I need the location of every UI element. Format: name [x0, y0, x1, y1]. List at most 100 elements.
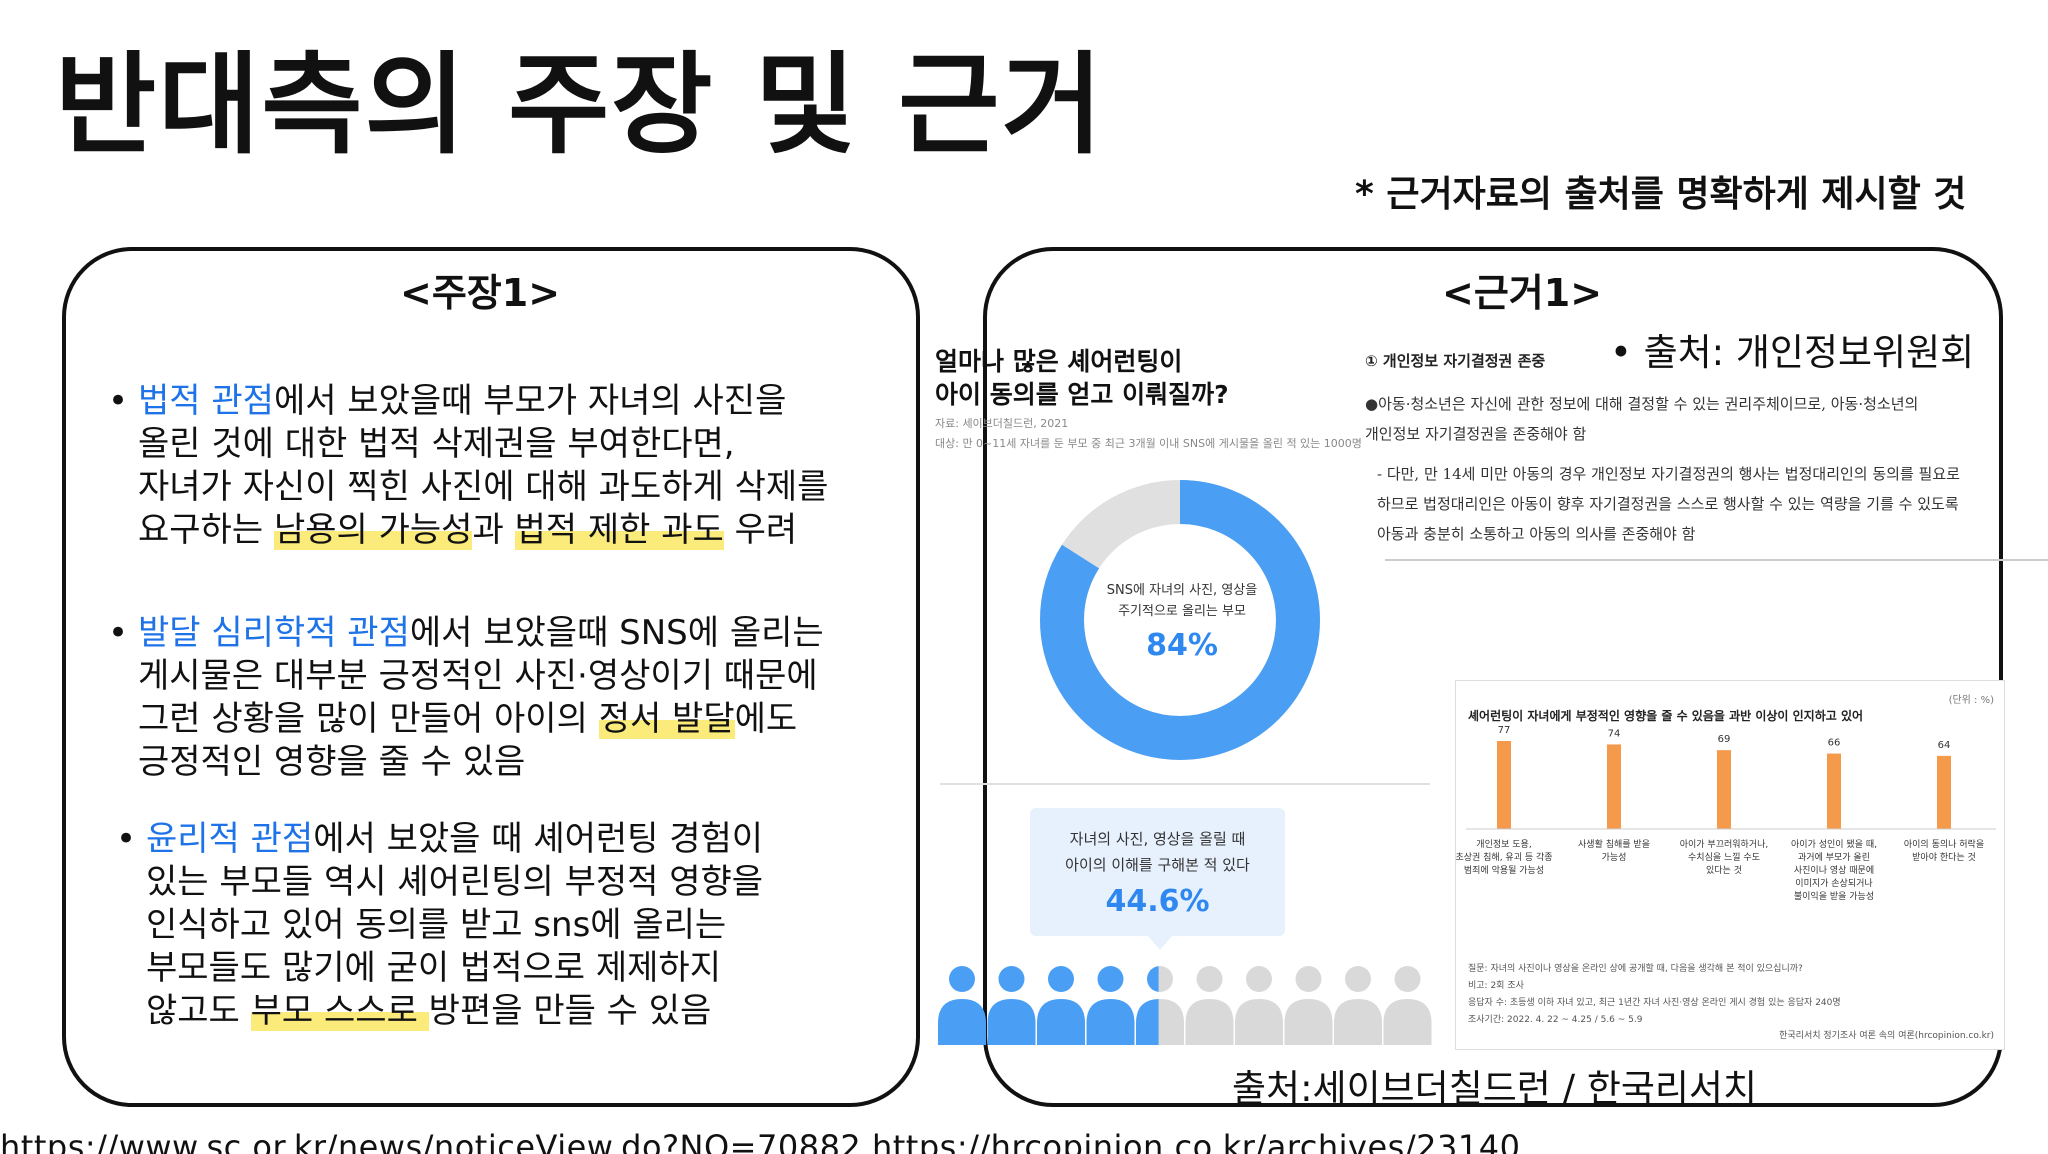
person-head-icon: [1394, 966, 1421, 992]
bubble-label: 자녀의 사진, 영상을 올릴 때 아이의 이해를 구해본 적 있다: [1065, 830, 1250, 874]
chart-bar: [1607, 744, 1621, 829]
person-body-icon: [1158, 999, 1184, 1045]
bar-value-label: 77: [1498, 725, 1511, 736]
person-body-icon: [1136, 999, 1159, 1045]
claim-segment: 에도: [734, 699, 798, 739]
donut-label: SNS에 자녀의 사진, 영상을 주기적으로 올리는 부모: [1106, 583, 1258, 619]
claim-line: 있는 부모들 역시 셰어린팅의 부정적 영향을: [146, 861, 763, 904]
claim-line: 요구하는 남용의 가능성과 법적 제한 과도 우려: [138, 509, 828, 552]
claim-panel-title: <주장1>: [400, 271, 561, 315]
chart-bar: [1937, 755, 1951, 829]
claim-highlight: 부모 스스로: [250, 991, 429, 1031]
claim-highlight: 정서 발달: [598, 699, 735, 739]
evidence-panel-title: <근거1>: [1442, 271, 1603, 315]
claim-segment: 않고도: [146, 991, 251, 1031]
claim-segment: 게시물은 대부분 긍정적인 사진·영상이기 때문에: [138, 656, 818, 696]
person-head-icon: [1295, 966, 1322, 992]
donut-chart: [1040, 480, 1320, 760]
chart-bar: [1827, 753, 1841, 829]
bar-value-label: 69: [1718, 734, 1731, 745]
claim-line: 그런 상황을 많이 만들어 아이의 정서 발달에도: [138, 698, 824, 741]
doc-line: - 다만, 만 14세 미만 아동의 경우 개인정보 자기결정권의 행사는 법정…: [1377, 465, 1960, 483]
claim-perspective: 법적 관점: [138, 381, 274, 421]
person-head-icon: [949, 966, 975, 992]
speech-bubble: 자녀의 사진, 영상을 올릴 때 아이의 이해를 구해본 적 있다 44.6%: [1030, 808, 1285, 950]
bubble-value: 44.6%: [1105, 884, 1210, 919]
donut-value-arc: [1040, 480, 1320, 760]
bar-value-label: 66: [1828, 738, 1841, 749]
donut-center: SNS에 자녀의 사진, 영상을 주기적으로 올리는 부모 84%: [1082, 580, 1282, 663]
person-body-icon: [1334, 999, 1382, 1045]
category-label: 아이의 동의나 허락을 받아야 한다는 것: [1904, 838, 1984, 863]
claim-segment: 올린 것에 대한 법적 삭제권을 부여한다면,: [138, 424, 735, 464]
person-head-icon: [1147, 966, 1159, 992]
source-label: • 출처: 개인정보위원회: [1610, 331, 1975, 374]
person-body-icon: [1383, 999, 1432, 1045]
claim-segment: 요구하는: [138, 510, 274, 550]
person-head-icon: [1196, 966, 1223, 992]
claim-line: 윤리적 관점에서 보았을 때 셰어런팅 경험이: [146, 818, 763, 861]
doc-dash: - 다만, 만 14세 미만 아동의 경우 개인정보 자기결정권의 행사는 법정…: [1365, 459, 2048, 549]
person-head-icon: [1048, 966, 1074, 992]
claim-highlight: 법적 제한 과도: [514, 510, 724, 550]
category-label: 사생활 침해를 받을 가능성: [1578, 838, 1650, 863]
claim-line: 올린 것에 대한 법적 삭제권을 부여한다면,: [138, 423, 828, 466]
person-body-icon: [1235, 999, 1283, 1045]
bar-chart: 77 개인정보 도용, 초상권 침해, 유괴 등 각종 범죄에 악용될 가능성 74 사생…: [1456, 725, 1996, 902]
claim-line: 긍정적인 영향을 줄 수 있음: [138, 741, 824, 784]
claim-line: 자녀가 자신이 찍힌 사진에 대해 과도하게 삭제를: [138, 466, 828, 509]
claim-segment: 에서 보았을때 SNS에 올리는: [409, 613, 824, 653]
page-title: 반대측의 주장 및 근거: [55, 41, 1105, 169]
chart-bar: [1717, 750, 1731, 829]
person-body-icon: [1185, 999, 1234, 1045]
chart-notes: 질문: 자녀의 사진이나 영상을 온라인 상에 공개할 때, 다음을 생각해 본…: [1468, 964, 1841, 1025]
donut-value: 84%: [1146, 628, 1218, 663]
claim-segment: 방편을 만들 수 있음: [428, 991, 712, 1031]
people-pictogram: [938, 966, 1432, 1045]
bar-value-label: 74: [1608, 728, 1621, 739]
chart-bar: [1497, 741, 1511, 829]
claim-segment: 우려: [723, 510, 798, 550]
claim-line: 법적 관점에서 보았을때 부모가 자녀의 사진을: [138, 380, 828, 423]
claim-segment: 자녀가 자신이 찍힌 사진에 대해 과도하게 삭제를: [138, 467, 829, 507]
person-body-icon: [1284, 999, 1333, 1045]
claim-segment: 긍정적인 영향을 줄 수 있음: [138, 742, 526, 782]
doc-rule: [1385, 559, 2048, 561]
person-body-icon: [987, 999, 1036, 1045]
stc-heading: 얼마나 많은 셰어런팅이 아이 동의를 얻고 이뤄질까?: [935, 347, 1229, 409]
claim-segment: 인식하고 있어 동의를 받고 sns에 올리는: [146, 905, 727, 945]
claim-line: 부모들도 많기에 굳이 법적으로 제제하지: [146, 947, 763, 990]
person-body-icon: [1086, 999, 1135, 1045]
bar-value-label: 64: [1938, 740, 1951, 751]
instruction-note: * 근거자료의 출처를 명확하게 제시할 것: [1355, 174, 1967, 215]
doc-line: ●아동·청소년은 자신에 관한 정보에 대해 결정할 수 있는 권리주체이므로,…: [1365, 395, 1919, 413]
doc-bullet: ●아동·청소년은 자신에 관한 정보에 대해 결정할 수 있는 권리주체이므로,…: [1365, 389, 2048, 449]
person-head-icon: [1246, 966, 1272, 992]
claim-line: 않고도 부모 스스로 방편을 만들 수 있음: [146, 990, 763, 1033]
person-head-icon: [998, 966, 1025, 992]
category-label: 개인정보 도용, 초상권 침해, 유괴 등 각종 범죄에 악용될 가능성: [1456, 839, 1553, 876]
stc-infographic: 얼마나 많은 셰어런팅이 아이 동의를 얻고 이뤄질까? 자료: 세이브더칠드런…: [935, 345, 1425, 451]
claim-panel: [62, 247, 920, 1107]
doc-line: 아동과 충분히 소통하고 아동의 의사를 존중해야 함: [1377, 525, 1696, 543]
claim-line: 게시물은 대부분 긍정적인 사진·영상이기 때문에: [138, 655, 824, 698]
chart-title: 셰어런팅이 자녀에게 부정적인 영향을 줄 수 있음을 과반 이상이 인지하고 …: [1468, 709, 1864, 723]
person-head-icon: [1158, 966, 1173, 992]
category-label: 아이가 부끄러워하거나, 수치심을 느낄 수도 있다는 것: [1680, 839, 1769, 876]
claim-perspective: 윤리적 관점: [146, 819, 314, 859]
person-body-icon: [1037, 999, 1085, 1045]
claim-line: 발달 심리학적 관점에서 보았을때 SNS에 올리는: [138, 612, 824, 655]
claim-perspective: 발달 심리학적 관점: [138, 613, 410, 653]
person-body-icon: [938, 999, 986, 1045]
source-label: 출처:세이브더칠드런 / 한국리서치: [1232, 1067, 1758, 1110]
doc-heading: ① 개인정보 자기결정권 존중: [1365, 352, 1546, 370]
claim-segment: 과: [472, 510, 515, 550]
reference-urls: https://www.sc.or.kr/news/noticeView.do?…: [0, 1128, 1521, 1154]
claim-segment: 에서 보았을때 부모가 자녀의 사진을: [273, 381, 787, 421]
person-head-icon: [1097, 966, 1124, 992]
category-label: 아이가 성인이 됐을 때, 과거에 부모가 올린 사진이나 영상 때문에 이미지가 손…: [1791, 838, 1877, 902]
chart-unit: (단위 : %): [1948, 695, 1994, 706]
